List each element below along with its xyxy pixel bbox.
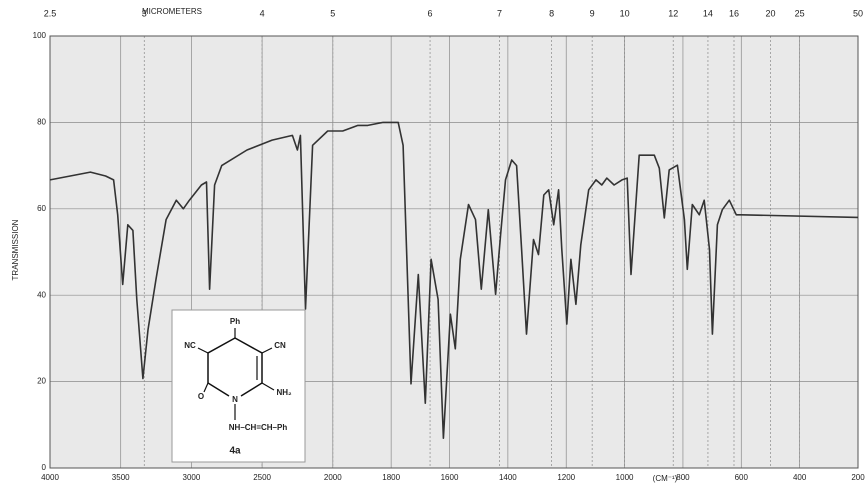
bond [261, 382, 275, 391]
x-tick-label: 400 [793, 473, 807, 482]
x-tick-label: 1600 [441, 473, 459, 482]
x-tick-label: 1000 [616, 473, 634, 482]
ring [207, 337, 236, 397]
spectrum-line [49, 121, 859, 439]
x-tick-label: 3000 [183, 473, 201, 482]
substituent-label: NH–CH=CH–Ph [229, 423, 288, 432]
x-tick-label: 200 [851, 473, 865, 482]
x-tick-label: 600 [735, 473, 749, 482]
x2-tick-label: 20 [765, 8, 775, 18]
bond [203, 382, 209, 393]
x2-tick-label: 10 [620, 8, 630, 18]
x2-tick-label: 5 [330, 8, 335, 18]
x2-axis-label: MICROMETERS [142, 7, 202, 16]
x-tick-label: 1200 [557, 473, 575, 482]
plot-frame [49, 35, 859, 469]
bond [261, 347, 273, 354]
x2-tick-label: 4 [260, 8, 265, 18]
x-tick-label: 1800 [382, 473, 400, 482]
x2-tick-label: 2.5 [44, 8, 57, 18]
x-tick-label: 1400 [499, 473, 517, 482]
x-axis-label: (CM⁻¹) [653, 474, 678, 483]
y-tick-label: 100 [33, 31, 47, 40]
atom-label: NC [184, 341, 196, 350]
atom-label: NH₂ [276, 388, 292, 397]
atom-label: N [232, 395, 238, 404]
inset-box [171, 309, 306, 463]
x2-tick-label: 12 [668, 8, 678, 18]
structure-inset: Ph NC CN O N NH₂ NH–CH=CH–Ph 4a [171, 309, 306, 463]
x-tick-label: 2500 [253, 473, 271, 482]
x-tick-label: 2000 [324, 473, 342, 482]
y-tick-label: 60 [37, 204, 46, 213]
x-tick-label: 4000 [41, 473, 59, 482]
x2-tick-label: 6 [428, 8, 433, 18]
y-tick-label: 40 [37, 290, 46, 299]
x2-tick-label: 9 [590, 8, 595, 18]
x2-tick-label: 50 [853, 8, 863, 18]
atom-label: CN [274, 341, 286, 350]
x2-tick-label: 16 [729, 8, 739, 18]
x2-tick-label: 8 [549, 8, 554, 18]
x-tick-label: 800 [676, 473, 690, 482]
atom-label: Ph [230, 317, 240, 326]
y-tick-label: 20 [37, 377, 46, 386]
plot-background [50, 36, 858, 468]
y-tick-label: 0 [42, 463, 47, 472]
atom-label: O [198, 392, 204, 401]
x2-tick-label: 14 [703, 8, 713, 18]
y-axis-label: TRANSMISSION [11, 219, 20, 280]
x-tick-label: 3500 [112, 473, 130, 482]
bond [197, 347, 209, 354]
x2-tick-label: 7 [497, 8, 502, 18]
x2-tick-label: 3 [142, 8, 147, 18]
x2-tick-label: 25 [795, 8, 805, 18]
y-tick-label: 80 [37, 118, 46, 127]
ring [234, 337, 263, 397]
compound-label: 4a [229, 446, 241, 457]
